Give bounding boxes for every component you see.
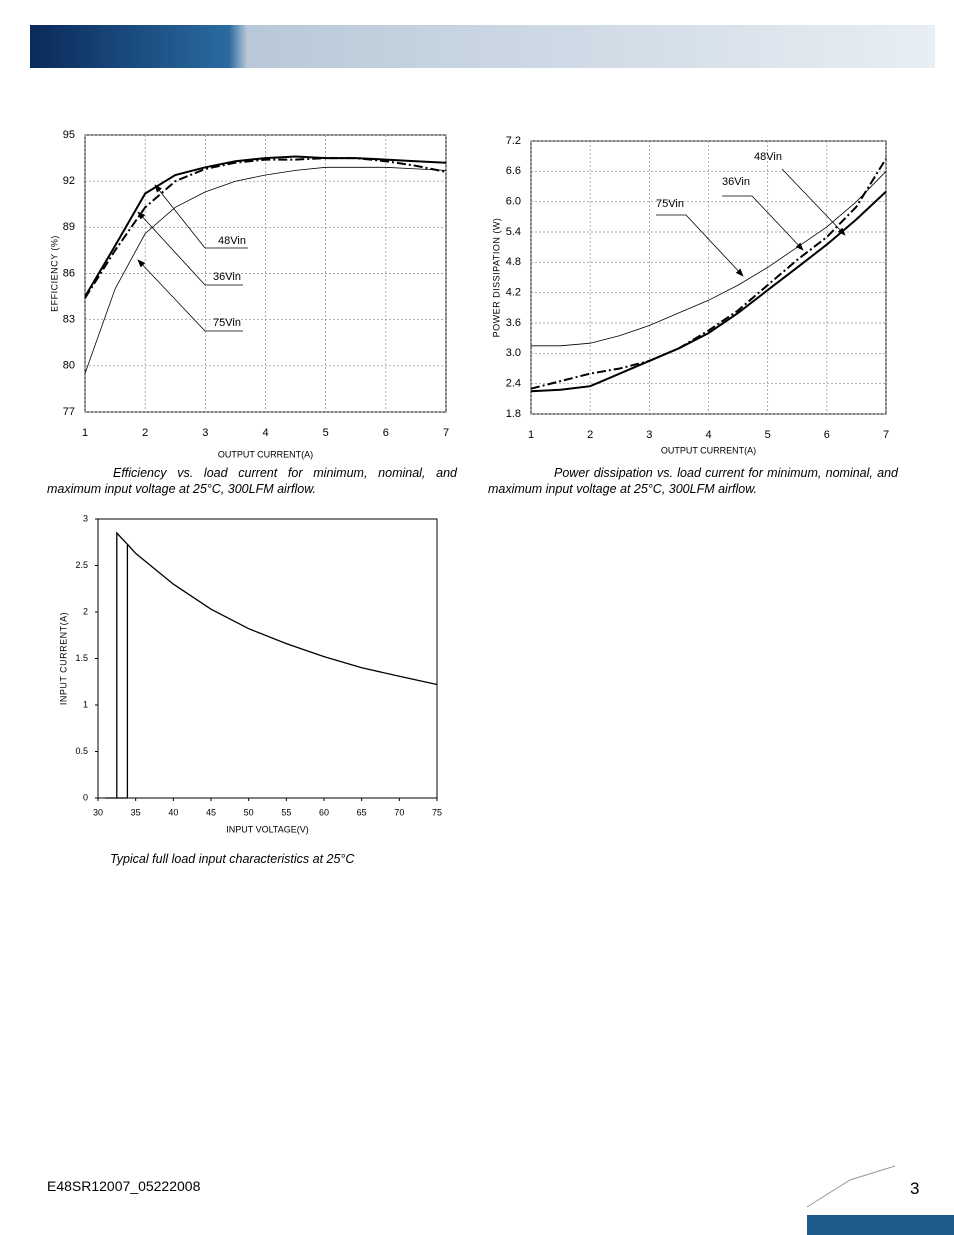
x-tick-label: 5 bbox=[765, 429, 771, 441]
y-tick-label: 1 bbox=[83, 699, 88, 709]
x-tick-label: 40 bbox=[168, 807, 178, 817]
page-number: 3 bbox=[910, 1179, 920, 1198]
x-tick-label: 50 bbox=[244, 807, 254, 817]
plot-area bbox=[97, 518, 438, 799]
y-tick-label: 2.4 bbox=[506, 378, 521, 390]
x-tick-label: 6 bbox=[824, 429, 830, 441]
label-arrow bbox=[137, 259, 243, 332]
x-tick-label: 35 bbox=[131, 807, 141, 817]
series-line bbox=[105, 531, 438, 799]
y-tick-label: 6.0 bbox=[506, 196, 521, 208]
y-tick-label: 3.6 bbox=[506, 317, 521, 329]
x-tick-label: 75 bbox=[432, 807, 442, 817]
series-label: 48Vin bbox=[754, 151, 782, 163]
y-tick-label: 2.5 bbox=[75, 560, 88, 570]
y-tick-label: 89 bbox=[63, 221, 75, 233]
series-line bbox=[531, 171, 887, 347]
series-label: 36Vin bbox=[213, 271, 241, 283]
caption: Power dissipation vs. load current for m… bbox=[488, 466, 898, 496]
series-label: 48Vin bbox=[218, 235, 246, 247]
y-tick-label: 86 bbox=[63, 267, 75, 279]
x-tick-label: 65 bbox=[357, 807, 367, 817]
y-tick-label: 0 bbox=[83, 792, 88, 802]
y-axis-label: EFFICIENCY (%) bbox=[49, 235, 59, 312]
y-tick-label: 5.4 bbox=[506, 226, 521, 238]
series-line bbox=[530, 190, 887, 393]
y-tick-label: 7.2 bbox=[506, 135, 521, 147]
label-arrow bbox=[656, 214, 744, 277]
x-tick-label: 2 bbox=[587, 429, 593, 441]
x-axis-label: INPUT VOLTAGE(V) bbox=[226, 824, 309, 834]
y-tick-label: 4.2 bbox=[506, 287, 521, 299]
series-label: 36Vin bbox=[722, 176, 750, 188]
y-tick-label: 83 bbox=[63, 314, 75, 326]
x-tick-label: 3 bbox=[646, 429, 652, 441]
y-tick-label: 4.8 bbox=[506, 256, 521, 268]
x-tick-label: 60 bbox=[319, 807, 329, 817]
y-tick-label: 1.8 bbox=[506, 408, 521, 420]
footer-decoration bbox=[806, 1165, 896, 1208]
series-line bbox=[84, 157, 447, 299]
caption: Typical full load input characteristics … bbox=[110, 852, 355, 866]
x-tick-label: 2 bbox=[142, 427, 148, 439]
footer-bar bbox=[807, 1215, 954, 1235]
y-tick-label: 2 bbox=[83, 606, 88, 616]
label-arrow bbox=[722, 195, 804, 251]
label-arrow bbox=[154, 184, 248, 249]
series-line bbox=[84, 155, 447, 298]
series-line bbox=[530, 158, 887, 390]
x-tick-label: 70 bbox=[394, 807, 404, 817]
y-tick-label: 92 bbox=[63, 175, 75, 187]
x-tick-label: 1 bbox=[528, 429, 534, 441]
series-line bbox=[84, 166, 447, 374]
y-tick-label: 80 bbox=[63, 360, 75, 372]
y-tick-label: 6.6 bbox=[506, 165, 521, 177]
label-arrow bbox=[137, 211, 243, 286]
series-line bbox=[116, 545, 129, 799]
y-tick-label: 3.0 bbox=[506, 347, 521, 359]
y-tick-label: 0.5 bbox=[75, 746, 88, 756]
series-label: 75Vin bbox=[213, 317, 241, 329]
x-tick-label: 3 bbox=[202, 427, 208, 439]
header-banner bbox=[30, 25, 935, 68]
y-tick-label: 95 bbox=[63, 129, 75, 141]
document-id: E48SR12007_05222008 bbox=[47, 1178, 201, 1194]
y-tick-label: 3 bbox=[83, 513, 88, 523]
x-tick-label: 55 bbox=[281, 807, 291, 817]
x-axis-label: OUTPUT CURRENT(A) bbox=[661, 445, 756, 455]
x-tick-label: 7 bbox=[883, 429, 889, 441]
x-axis-label: OUTPUT CURRENT(A) bbox=[218, 449, 313, 459]
caption: Efficiency vs. load current for minimum,… bbox=[47, 466, 457, 496]
series-label: 75Vin bbox=[656, 198, 684, 210]
x-tick-label: 4 bbox=[262, 427, 268, 439]
x-tick-label: 7 bbox=[443, 427, 449, 439]
y-axis-label: POWER DISSIPATION (W) bbox=[491, 218, 501, 338]
x-tick-label: 4 bbox=[705, 429, 711, 441]
label-arrow bbox=[781, 168, 846, 236]
y-tick-label: 77 bbox=[63, 406, 75, 418]
y-axis-label: INPUT CURRENT(A) bbox=[58, 612, 68, 705]
x-tick-label: 6 bbox=[383, 427, 389, 439]
x-tick-label: 45 bbox=[206, 807, 216, 817]
x-tick-label: 1 bbox=[82, 427, 88, 439]
y-tick-label: 1.5 bbox=[75, 653, 88, 663]
x-tick-label: 5 bbox=[323, 427, 329, 439]
x-tick-label: 30 bbox=[93, 807, 103, 817]
